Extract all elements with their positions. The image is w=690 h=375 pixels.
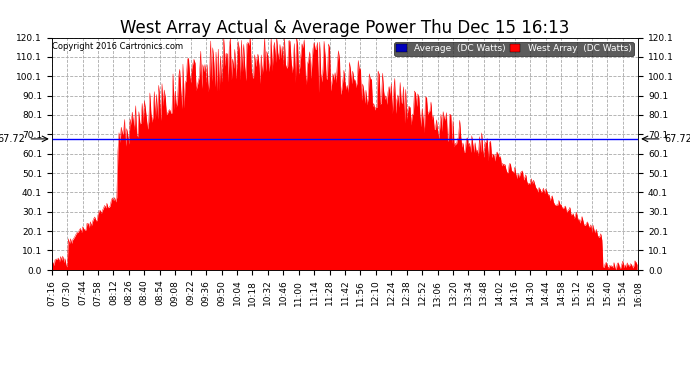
Text: Copyright 2016 Cartronics.com: Copyright 2016 Cartronics.com — [52, 42, 184, 51]
Title: West Array Actual & Average Power Thu Dec 15 16:13: West Array Actual & Average Power Thu De… — [120, 20, 570, 38]
Text: 67.72: 67.72 — [0, 134, 26, 144]
Text: 67.72: 67.72 — [664, 134, 690, 144]
Legend: Average  (DC Watts), West Array  (DC Watts): Average (DC Watts), West Array (DC Watts… — [394, 42, 633, 56]
